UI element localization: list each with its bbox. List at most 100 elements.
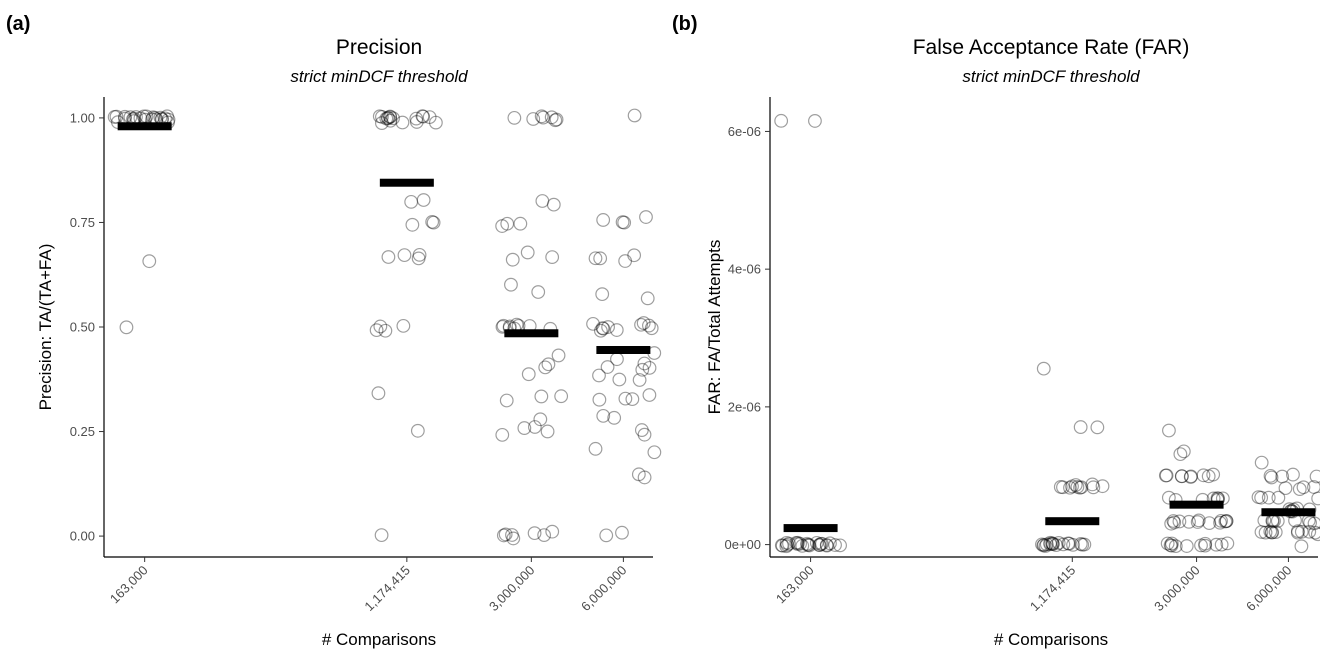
- data-point: [1198, 536, 1213, 551]
- data-point: [425, 214, 440, 229]
- data-point: [386, 111, 400, 126]
- data-point: [596, 408, 611, 423]
- data-point: [642, 388, 657, 402]
- data-point: [379, 111, 394, 126]
- data-point: [1090, 420, 1105, 435]
- data-point: [544, 110, 559, 125]
- data-point: [779, 539, 794, 554]
- data-point: [1053, 480, 1068, 494]
- y-tick-label: 0.00: [70, 529, 95, 544]
- panel-b-subtitle: strict minDCF threshold: [962, 67, 1140, 86]
- data-point: [1043, 537, 1058, 552]
- data-point: [506, 531, 521, 546]
- data-point: [615, 525, 629, 540]
- data-point: [142, 254, 157, 269]
- data-point: [1045, 537, 1060, 551]
- data-point: [1278, 481, 1293, 496]
- data-point: [540, 424, 555, 439]
- mean-bar: [117, 122, 172, 131]
- data-point: [1056, 480, 1070, 495]
- data-point: [416, 109, 431, 124]
- data-point: [1271, 490, 1286, 505]
- data-point: [618, 391, 633, 406]
- data-point: [378, 323, 393, 338]
- data-point: [1073, 537, 1088, 551]
- data-point: [412, 247, 427, 262]
- data-point: [109, 109, 124, 124]
- data-point: [1039, 537, 1054, 552]
- data-point: [383, 109, 397, 124]
- data-point: [600, 360, 615, 374]
- data-point: [1286, 467, 1300, 482]
- data-point: [1051, 536, 1066, 550]
- data-point: [1164, 536, 1179, 551]
- data-point: [588, 251, 603, 266]
- data-point: [374, 116, 389, 130]
- data-point: [504, 277, 518, 292]
- x-tick-label: 163,000: [773, 563, 817, 607]
- data-point: [1168, 539, 1183, 554]
- data-point: [635, 362, 650, 377]
- data-point: [815, 536, 829, 551]
- y-tick-label: 0e+00: [724, 537, 761, 552]
- data-point: [599, 528, 614, 543]
- data-point: [375, 110, 389, 124]
- data-point: [513, 216, 528, 231]
- data-point: [422, 110, 437, 125]
- data-point: [592, 368, 606, 383]
- panel-a-ylabel: Precision: TA/(TA+FA): [36, 244, 55, 411]
- data-point: [625, 392, 640, 407]
- data-point: [1086, 480, 1101, 495]
- data-point: [507, 110, 522, 125]
- data-point: [1160, 536, 1175, 551]
- data-point: [415, 109, 430, 124]
- data-point: [369, 323, 384, 338]
- data-point: [1062, 536, 1077, 551]
- data-point: [1296, 480, 1311, 495]
- data-point: [808, 114, 822, 128]
- mean-bar: [1045, 517, 1100, 526]
- data-point: [1198, 538, 1213, 553]
- data-point: [639, 210, 653, 224]
- data-point: [1220, 536, 1235, 551]
- data-point: [1085, 477, 1100, 492]
- data-point: [551, 348, 566, 363]
- data-point: [775, 538, 790, 553]
- data-point: [537, 528, 552, 543]
- data-point: [395, 115, 410, 130]
- data-point: [1070, 479, 1085, 494]
- data-point: [404, 194, 419, 209]
- data-point: [505, 528, 519, 542]
- data-point: [1068, 478, 1083, 492]
- mean-bar: [1169, 500, 1224, 509]
- data-point: [535, 194, 550, 208]
- data-point: [612, 372, 627, 387]
- data-point: [495, 427, 510, 442]
- data-point: [596, 213, 611, 227]
- data-point: [1161, 490, 1176, 505]
- data-point: [782, 536, 796, 551]
- data-point: [1066, 537, 1080, 552]
- data-point: [789, 535, 804, 550]
- data-point: [428, 115, 443, 130]
- data-point: [397, 248, 412, 263]
- data-point: [1201, 469, 1216, 484]
- data-point: [779, 535, 794, 550]
- mean-bar: [783, 524, 838, 533]
- y-tick-label: 0.25: [70, 424, 95, 439]
- data-point: [1258, 525, 1273, 540]
- data-point: [527, 526, 542, 541]
- data-point: [1311, 491, 1320, 506]
- data-point: [801, 537, 816, 552]
- data-point: [1176, 444, 1191, 459]
- data-point: [1164, 538, 1179, 553]
- data-point: [1073, 420, 1088, 434]
- data-point: [1162, 423, 1176, 438]
- data-point: [1037, 537, 1051, 552]
- data-point: [1254, 525, 1269, 539]
- y-tick-label: 0.75: [70, 215, 95, 230]
- data-point: [410, 423, 425, 438]
- data-point: [596, 321, 611, 336]
- data-point: [1179, 539, 1194, 553]
- data-point: [1063, 480, 1077, 495]
